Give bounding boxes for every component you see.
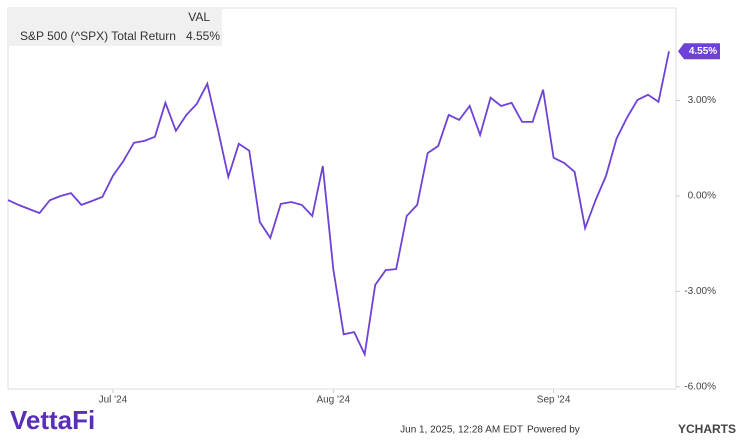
end-tag: [678, 43, 720, 60]
legend-entry: S&P 500 (^SPX) Total Return: [20, 29, 176, 43]
plot-frame: [7, 7, 677, 390]
y-tick-label: 3.00%: [688, 95, 716, 106]
logo: VettaFi: [10, 405, 95, 435]
legend-value: 4.55%: [186, 29, 220, 43]
timestamp: Jun 1, 2025, 12:28 AM EDT: [400, 425, 523, 436]
legend-header: VAL: [188, 10, 210, 24]
legend-box: [8, 8, 222, 46]
y-tick-label: -3.00%: [684, 286, 716, 297]
x-tick-label: Aug '24: [316, 395, 350, 406]
series-line: [7, 51, 670, 358]
y-tick-label: 0.00%: [688, 191, 716, 202]
brand: YCHARTS: [678, 422, 736, 436]
powered-by: Powered by: [527, 425, 580, 436]
x-tick-label: Jul '24: [99, 395, 128, 406]
x-tick-label: Sep '24: [537, 395, 571, 406]
y-tick-label: -6.00%: [684, 381, 716, 392]
end-tag-label: 4.55%: [689, 46, 717, 57]
